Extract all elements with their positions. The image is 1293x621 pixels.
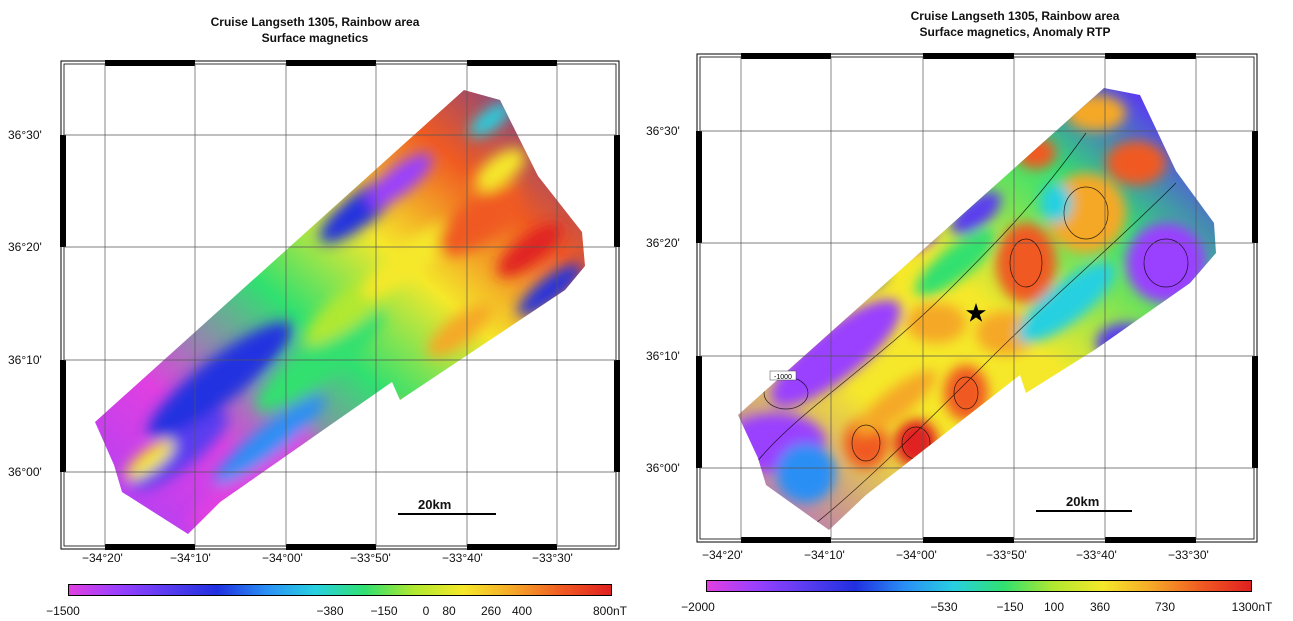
colorbar-tick-label: 800nT [592,604,628,618]
lon-label: −33°30' [532,551,573,565]
lon-label: −33°50' [986,548,1027,562]
star-icon [966,303,986,322]
lon-label: −34°00' [262,551,303,565]
lat-label: 36°20' [646,236,680,250]
lon-label: −33°50' [350,551,391,565]
colorbar-tick-label: −380 [316,604,344,618]
map-title-line1: Cruise Langseth 1305, Rainbow area [910,9,1120,23]
lon-label: −33°30' [1168,548,1209,562]
colorbar-tick-label: −150 [370,604,398,618]
rtp-anomaly-grid [738,88,1216,530]
lon-label: −34°00' [896,548,937,562]
colorbar-tick-label: 360 [1089,600,1111,614]
lon-label: −34°10' [804,548,845,562]
frame-ticks [696,53,1258,543]
frame-ticks [60,60,620,550]
scale-bar-label: 20km [418,497,452,512]
colorbar-tick-label: 260 [480,604,502,618]
map-panel-right: Cruise Langseth 1305, Rainbow area Surfa… [640,0,1293,621]
colorbar-tick-label: 80 [442,604,456,618]
lat-label: 36°10' [646,349,680,363]
colorbar-tick-label: 730 [1154,600,1176,614]
colorbar-tick-label: −1500 [46,604,80,618]
lon-label: −34°20' [702,548,743,562]
lon-label: −34°10' [170,551,211,565]
lon-label: −33°40' [442,551,483,565]
lat-label: 36°20' [8,240,42,254]
map-title: Cruise Langseth 1305, Rainbow area Surfa… [820,8,1210,40]
colorbar-tick-label: 400 [511,604,533,618]
magnetics-map [60,60,620,550]
map-title-line1: Cruise Langseth 1305, Rainbow area [210,15,420,29]
map-title-line2: Surface magnetics, Anomaly RTP [919,25,1111,39]
lat-label: 36°30' [646,124,680,138]
map-panel-left: Cruise Langseth 1305, Rainbow area Surfa… [0,0,640,621]
lat-label: 36°00' [646,461,680,475]
lon-label: −33°40' [1076,548,1117,562]
lat-label: 36°00' [8,465,42,479]
lat-label: 36°10' [8,353,42,367]
colorbar-tick-label: 1300nT [1231,600,1273,614]
scale-bar-label: 20km [1066,494,1100,509]
contour-label: -1000 [774,374,792,381]
colorbar-tick-label: −2000 [681,600,715,614]
contour-label-box [769,370,797,381]
colorbar-tick-label: −150 [996,600,1024,614]
map-title-line2: Surface magnetics [261,31,369,45]
magnetic-anomaly-grid [95,90,585,534]
colorbar [706,580,1252,592]
lon-label: −34°20' [82,551,123,565]
colorbar [68,584,612,596]
rtp-anomaly-map: -1000 [696,53,1258,543]
lat-label: 36°30' [8,128,42,142]
colorbar-tick-label: 0 [422,604,430,618]
graticule [700,57,1254,539]
graticule [64,64,616,546]
colorbar-tick-label: −530 [930,600,958,614]
map-title: Cruise Langseth 1305, Rainbow area Surfa… [120,14,510,46]
colorbar-tick-label: 100 [1043,600,1065,614]
